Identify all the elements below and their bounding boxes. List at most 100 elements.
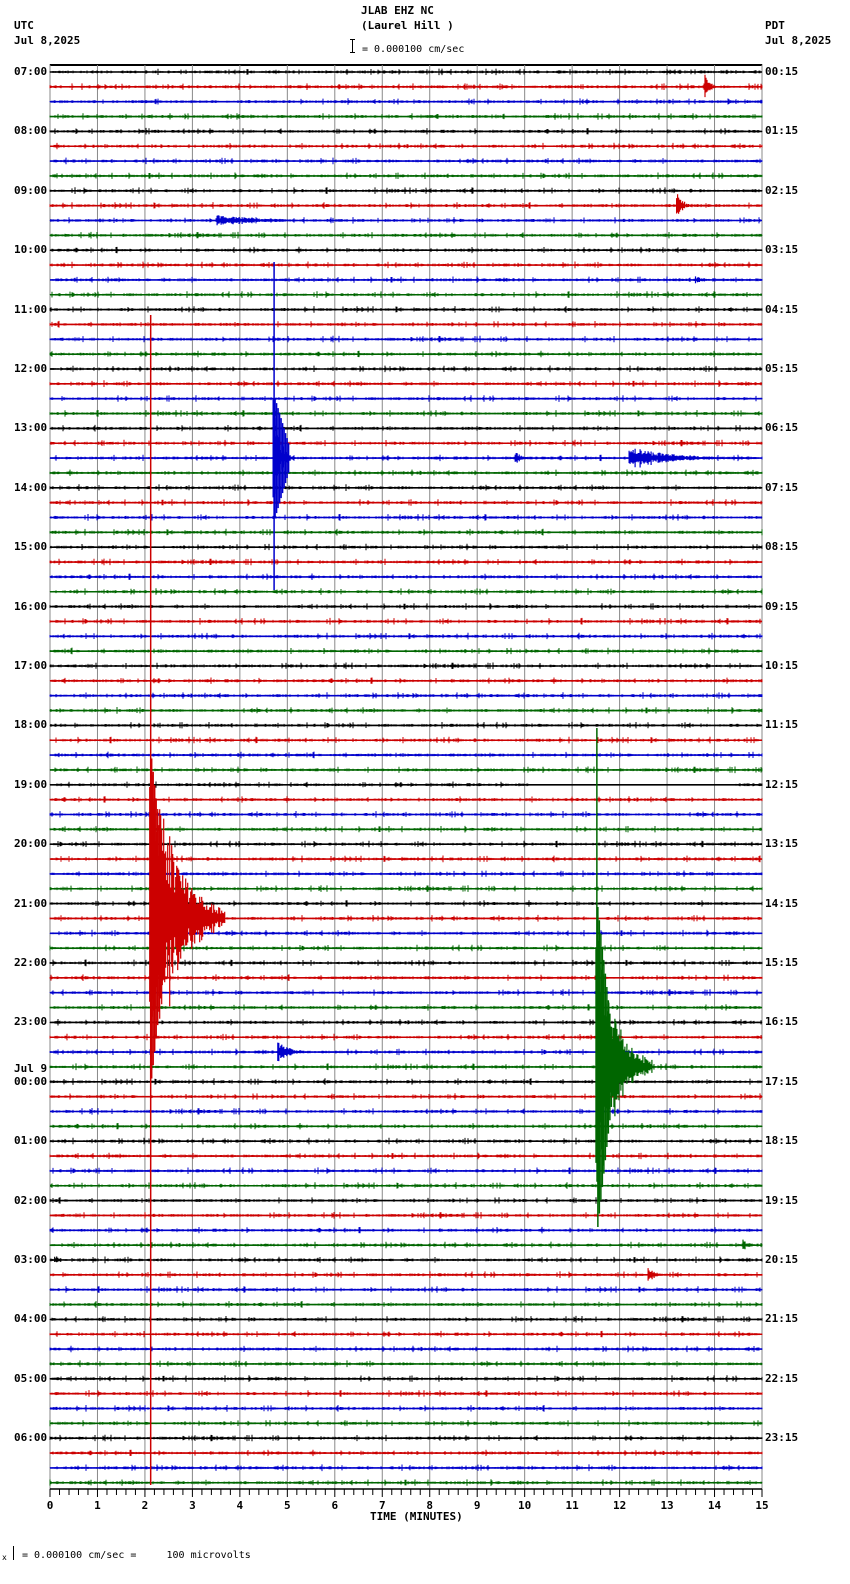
- pdt-time-label: 00:15: [765, 65, 799, 78]
- left-timezone: UTC: [14, 19, 34, 32]
- seismic-event: [54, 1256, 74, 1263]
- trace-noise: [49, 766, 763, 774]
- trace-noise: [49, 900, 763, 907]
- pdt-time-label: 03:15: [765, 243, 799, 257]
- utc-time-label: 07:00: [14, 65, 48, 78]
- x-tick-label: 10: [518, 1499, 531, 1512]
- trace-noise: [49, 796, 763, 803]
- trace-noise: [49, 306, 763, 313]
- trace-noise: [49, 1479, 763, 1486]
- utc-time-label: 22:00: [14, 956, 48, 969]
- pdt-time-label: 23:15: [765, 1431, 799, 1445]
- trace-noise: [49, 1449, 763, 1457]
- pdt-time-label: 08:15: [765, 540, 799, 554]
- pdt-time-label: 04:15: [765, 302, 799, 316]
- trace-noise: [49, 558, 763, 566]
- trace-noise: [49, 1241, 763, 1249]
- trace-noise: [49, 721, 763, 729]
- pdt-time-label: 02:15: [765, 183, 799, 197]
- seismic-event: [676, 194, 696, 214]
- pdt-time-label: 18:15: [765, 1134, 799, 1148]
- x-axis-title: TIME (MINUTES): [370, 1510, 463, 1523]
- trace-noise: [49, 365, 763, 373]
- pdt-time-label: 17:15: [765, 1074, 799, 1088]
- trace-noise: [49, 261, 763, 269]
- trace-noise: [49, 83, 763, 90]
- utc-time-label: 04:00: [14, 1312, 48, 1326]
- utc-time-label: 11:00: [14, 302, 48, 316]
- utc-time-label: 15:00: [14, 540, 48, 554]
- footer-scale-note: = 0.000100 cm/sec = 100 microvolts: [22, 1550, 251, 1561]
- trace-noise: [49, 603, 763, 610]
- pdt-time-label: 09:15: [765, 599, 799, 613]
- trace-noise: [49, 350, 763, 358]
- trace-noise: [49, 246, 763, 254]
- pdt-time-label: 15:15: [765, 956, 799, 969]
- footer-scale-prefix: x: [2, 1553, 7, 1562]
- x-tick-label: 2: [142, 1499, 149, 1512]
- pdt-time-label: 10:15: [765, 659, 799, 672]
- utc-time-label: 20:00: [14, 837, 48, 851]
- right-timezone: PDT: [765, 19, 785, 32]
- trace-noise: [49, 781, 763, 788]
- trace-noise: [49, 380, 763, 387]
- trace-noise: [49, 811, 763, 818]
- trace-noise: [49, 127, 763, 135]
- trace-noise: [49, 1167, 763, 1175]
- seismic-event: [628, 448, 762, 468]
- x-tick-label: 6: [331, 1499, 338, 1512]
- pdt-time-label: 14:15: [765, 896, 799, 910]
- trace-noise: [49, 528, 763, 536]
- trace-noise: [49, 1390, 763, 1397]
- pdt-time-label: 01:15: [765, 124, 799, 138]
- pdt-time-label: 06:15: [765, 421, 799, 435]
- trace-noise: [49, 1137, 763, 1145]
- trace-noise: [49, 1197, 763, 1204]
- trace-noise: [49, 1375, 763, 1382]
- trace-noise: [49, 929, 763, 937]
- pdt-time-label: 20:15: [765, 1253, 799, 1266]
- trace-noise: [49, 1182, 763, 1189]
- trace-noise: [49, 573, 763, 580]
- utc-time-label: 18:00: [14, 718, 48, 732]
- seismic-event: [277, 1042, 316, 1062]
- trace-noise: [49, 484, 763, 491]
- x-tick-label: 12: [613, 1499, 626, 1512]
- x-tick-label: 4: [237, 1499, 244, 1512]
- pdt-time-label: 21:15: [765, 1312, 799, 1326]
- trace-noise: [49, 1063, 763, 1071]
- station-location: (Laurel Hill ): [361, 19, 454, 32]
- trace-noise: [49, 885, 763, 892]
- trace-noise: [50, 1108, 763, 1115]
- trace-noise: [49, 543, 763, 551]
- x-tick-label: 14: [708, 1499, 722, 1512]
- seismic-event: [694, 276, 725, 284]
- right-date: Jul 8,2025: [765, 34, 832, 47]
- seismic-event: [215, 215, 359, 226]
- trace-noise: [49, 514, 763, 521]
- x-tick-label: 13: [660, 1499, 673, 1512]
- trace-noise: [49, 1286, 763, 1293]
- trace-noise: [49, 1226, 763, 1234]
- pdt-time-label: 13:15: [765, 837, 799, 851]
- pdt-time-label: 11:15: [765, 718, 799, 732]
- trace-noise: [49, 113, 763, 120]
- utc-time-label: 05:00: [14, 1371, 48, 1385]
- utc-time-label: 19:00: [14, 777, 48, 791]
- utc-time-label: 00:00: [14, 1074, 48, 1088]
- trace-noise: [49, 1271, 763, 1278]
- utc-time-label: 09:00: [14, 183, 48, 197]
- trace-noise: [49, 68, 763, 76]
- seismic-event: [514, 453, 534, 463]
- utc-time-label: 21:00: [14, 896, 48, 910]
- trace-noise: [49, 617, 763, 625]
- trace-noise: [49, 439, 763, 447]
- utc-time-label: 14:00: [14, 480, 48, 494]
- x-tick-label: 7: [379, 1499, 386, 1512]
- date-change-label: Jul 9: [14, 1061, 48, 1075]
- trace-noise: [49, 202, 763, 209]
- utc-time-label: 17:00: [14, 659, 48, 672]
- utc-time-label: 13:00: [14, 421, 48, 435]
- trace-noise: [49, 1419, 763, 1427]
